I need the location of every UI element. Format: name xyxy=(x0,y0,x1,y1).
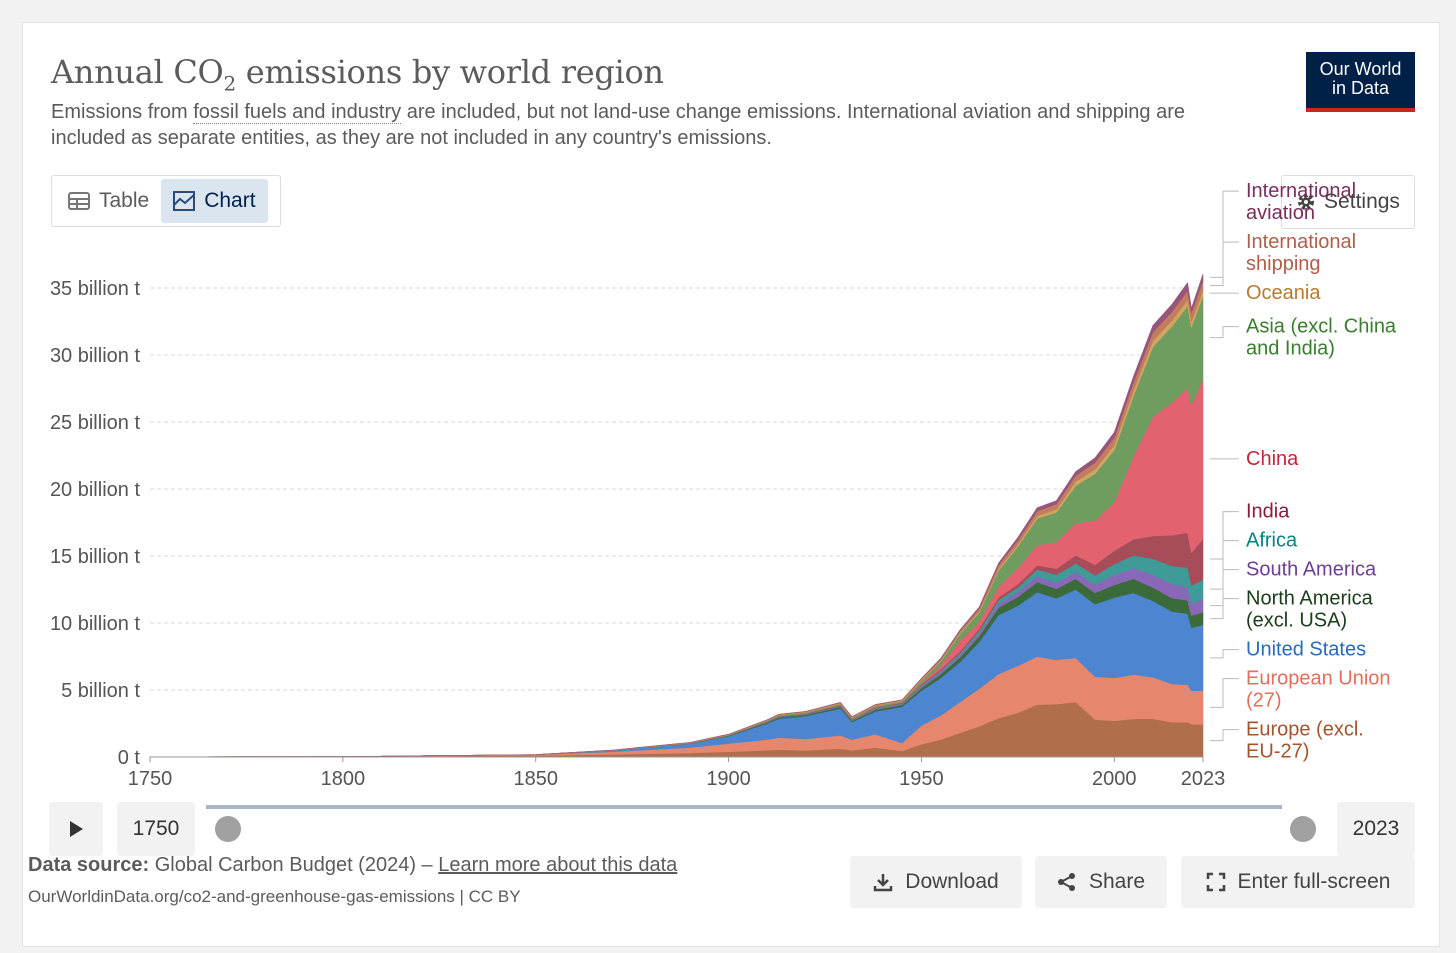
legend-connector xyxy=(1210,729,1239,742)
legend-label-european-union-27-[interactable]: European Union xyxy=(1246,668,1391,690)
area-series-international-aviation[interactable] xyxy=(149,273,1204,758)
x-tick-label: 2023 xyxy=(1181,768,1226,790)
y-tick-label: 25 billion t xyxy=(50,412,141,434)
legend-label-india[interactable]: India xyxy=(1246,501,1290,523)
gear-icon xyxy=(1298,194,1315,210)
page-title: Annual CO2 emissions by world region xyxy=(51,53,664,96)
tab-table[interactable]: Table xyxy=(56,179,161,223)
tab-chart[interactable]: Chart xyxy=(161,179,268,223)
table-icon xyxy=(68,192,90,210)
download-button[interactable]: Download xyxy=(850,856,1022,908)
legend-label-united-states[interactable]: United States xyxy=(1246,639,1366,661)
legend-connector xyxy=(1210,241,1239,286)
data-source: Data source: Global Carbon Budget (2024)… xyxy=(28,854,678,876)
x-tick-label: 1900 xyxy=(706,768,751,790)
legend-label-oceania[interactable]: Oceania xyxy=(1246,282,1321,304)
chart-card: Annual CO2 emissions by world region Emi… xyxy=(22,22,1440,947)
legend-label-european-union-27-[interactable]: (27) xyxy=(1246,690,1282,712)
legend-label-asia-excl-china-and-india-[interactable]: and India) xyxy=(1246,338,1335,360)
legend-connector xyxy=(1210,511,1239,560)
learn-more-link[interactable]: Learn more about this data xyxy=(438,854,678,876)
timeline-start-year[interactable]: 1750 xyxy=(117,802,195,856)
timeline-end-year[interactable]: 2023 xyxy=(1337,802,1415,856)
y-tick-label: 15 billion t xyxy=(50,546,141,568)
area-chart: 0 t 5 billion t 10 billion t 15 billion t 20… xyxy=(50,180,1397,790)
legend-label-north-america-excl-usa-[interactable]: (excl. USA) xyxy=(1246,610,1347,632)
legend-label-international-shipping[interactable]: International xyxy=(1246,231,1356,253)
legend-label-europe-excl-eu-27-[interactable]: EU-27) xyxy=(1246,741,1309,763)
chart-subtitle: Emissions from fossil fuels and industry… xyxy=(51,101,1185,149)
legend-label-africa[interactable]: Africa xyxy=(1246,530,1298,552)
x-tick-label: 1750 xyxy=(128,768,173,790)
y-tick-label: 30 billion t xyxy=(50,345,141,367)
legend-connector xyxy=(1210,569,1239,607)
fossil-fuels-link[interactable]: fossil fuels and industry xyxy=(193,101,402,124)
timeline-slider-track[interactable] xyxy=(206,805,1282,809)
legend-label-international-shipping[interactable]: shipping xyxy=(1246,253,1321,275)
source-url: OurWorldinData.org/co2-and-greenhouse-ga… xyxy=(28,887,521,906)
y-tick-label: 0 t xyxy=(118,747,141,769)
chart-icon xyxy=(173,191,196,211)
share-icon xyxy=(1057,873,1075,891)
settings-button[interactable]: Settings xyxy=(1281,175,1415,229)
legend-connector xyxy=(1210,598,1239,620)
play-button[interactable] xyxy=(49,802,103,856)
y-tick-label: 5 billion t xyxy=(61,680,140,702)
x-tick-label: 1950 xyxy=(899,768,944,790)
y-tick-label: 10 billion t xyxy=(50,613,141,635)
y-tick-label: 20 billion t xyxy=(50,479,141,501)
x-tick-label: 1800 xyxy=(321,768,366,790)
owid-logo[interactable]: Our World in Data xyxy=(1306,52,1415,112)
legend-connector xyxy=(1210,190,1239,278)
legend-label-europe-excl-eu-27-[interactable]: Europe (excl. xyxy=(1246,719,1364,741)
play-icon xyxy=(70,821,83,837)
legend-connector xyxy=(1210,678,1239,708)
legend-connector xyxy=(1210,649,1239,659)
legend-label-international-aviation[interactable]: aviation xyxy=(1246,202,1315,224)
share-button[interactable]: Share xyxy=(1035,856,1167,908)
timeline-start-handle[interactable] xyxy=(215,816,241,842)
legend-label-asia-excl-china-and-india-[interactable]: Asia (excl. China xyxy=(1246,316,1397,338)
download-icon xyxy=(874,874,893,892)
x-tick-label: 1850 xyxy=(513,768,558,790)
legend-connector xyxy=(1210,540,1239,590)
view-tabs: Table Chart xyxy=(51,175,281,227)
legend-label-south-america[interactable]: South America xyxy=(1246,559,1377,581)
legend-label-china[interactable]: China xyxy=(1246,448,1299,470)
fullscreen-button[interactable]: Enter full-screen xyxy=(1181,856,1415,908)
legend-label-international-aviation[interactable]: International xyxy=(1246,180,1356,202)
timeline-end-handle[interactable] xyxy=(1290,816,1316,842)
legend-connector xyxy=(1210,326,1239,339)
x-tick-label: 2000 xyxy=(1092,768,1137,790)
y-tick-label: 35 billion t xyxy=(50,278,141,300)
legend-label-north-america-excl-usa-[interactable]: North America xyxy=(1246,588,1374,610)
fullscreen-icon xyxy=(1206,872,1225,892)
